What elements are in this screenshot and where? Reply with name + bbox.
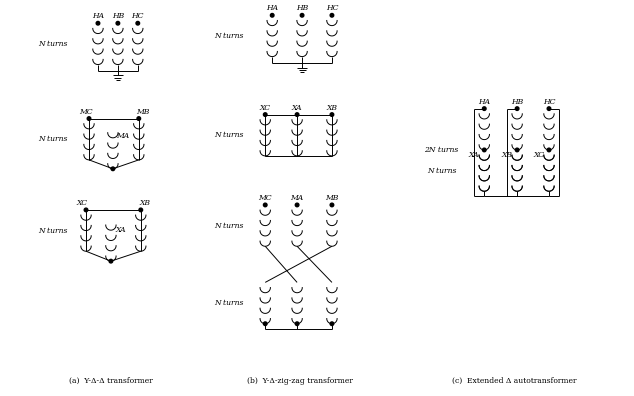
Text: (c)  Extended Δ autotransformer: (c) Extended Δ autotransformer xyxy=(452,377,576,385)
Circle shape xyxy=(547,148,551,152)
Circle shape xyxy=(547,107,551,110)
Circle shape xyxy=(515,107,519,110)
Circle shape xyxy=(264,113,267,116)
Circle shape xyxy=(330,113,333,116)
Text: XC: XC xyxy=(77,199,87,207)
Circle shape xyxy=(301,13,304,17)
Text: HB: HB xyxy=(511,98,523,106)
Text: HA: HA xyxy=(92,12,104,20)
Circle shape xyxy=(116,21,120,25)
Text: XA: XA xyxy=(469,151,479,159)
Circle shape xyxy=(271,13,274,17)
Circle shape xyxy=(515,148,519,152)
Text: N turns: N turns xyxy=(214,222,243,230)
Text: HC: HC xyxy=(326,4,338,12)
Text: XA: XA xyxy=(292,104,302,112)
Text: MB: MB xyxy=(325,194,339,202)
Circle shape xyxy=(264,322,267,326)
Circle shape xyxy=(295,203,299,207)
Text: (b)  Y-Δ-zig-zag transformer: (b) Y-Δ-zig-zag transformer xyxy=(247,377,353,385)
Text: N turns: N turns xyxy=(39,227,68,234)
Circle shape xyxy=(295,322,299,326)
Text: N turns: N turns xyxy=(39,40,68,48)
Text: XB: XB xyxy=(501,151,513,159)
Circle shape xyxy=(295,113,299,116)
Text: N turns: N turns xyxy=(214,131,243,139)
Text: HC: HC xyxy=(543,98,555,106)
Circle shape xyxy=(109,259,113,263)
Text: MB: MB xyxy=(136,108,150,116)
Text: HA: HA xyxy=(266,4,278,12)
Text: XC: XC xyxy=(260,104,271,112)
Circle shape xyxy=(84,208,87,212)
Circle shape xyxy=(87,117,91,120)
Circle shape xyxy=(330,203,333,207)
Text: XB: XB xyxy=(139,199,150,207)
Text: HB: HB xyxy=(112,12,124,20)
Text: XB: XB xyxy=(327,104,337,112)
Circle shape xyxy=(137,117,141,120)
Text: XA: XA xyxy=(115,226,126,234)
Circle shape xyxy=(139,208,143,212)
Text: MA: MA xyxy=(290,194,304,202)
Text: XC: XC xyxy=(533,151,545,159)
Text: (a)  Y-Δ-Δ transformer: (a) Y-Δ-Δ transformer xyxy=(69,377,153,385)
Text: HB: HB xyxy=(296,4,308,12)
Text: HA: HA xyxy=(478,98,490,106)
Circle shape xyxy=(136,21,139,25)
Circle shape xyxy=(96,21,100,25)
Text: HC: HC xyxy=(131,12,144,20)
Circle shape xyxy=(111,167,115,171)
Circle shape xyxy=(482,148,486,152)
Text: N turns: N turns xyxy=(214,299,243,307)
Text: N turns: N turns xyxy=(39,135,68,143)
Text: MA: MA xyxy=(116,132,129,141)
Text: N turns: N turns xyxy=(214,32,243,40)
Circle shape xyxy=(330,322,333,326)
Text: 2N turns: 2N turns xyxy=(424,146,458,154)
Text: N turns: N turns xyxy=(427,167,456,175)
Circle shape xyxy=(264,203,267,207)
Circle shape xyxy=(482,107,486,110)
Circle shape xyxy=(330,13,333,17)
Text: MC: MC xyxy=(259,194,272,202)
Text: MC: MC xyxy=(79,108,93,116)
